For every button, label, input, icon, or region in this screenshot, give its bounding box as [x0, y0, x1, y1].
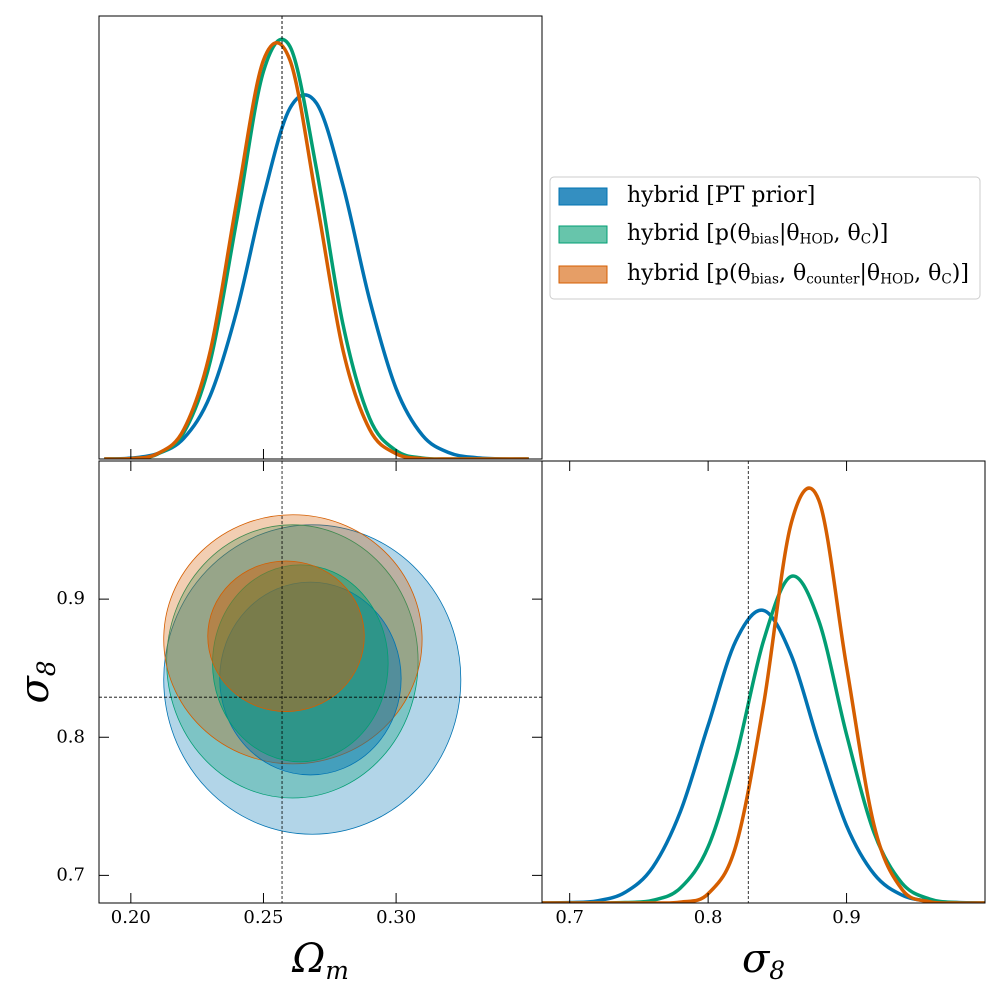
- x-tick-label: 0.7: [555, 907, 584, 928]
- contour: [166, 524, 419, 799]
- x-tick-label: 0.30: [376, 907, 416, 928]
- panel-frame: [541, 460, 986, 904]
- y-tick-label: 0.9: [56, 588, 85, 609]
- contour: [212, 564, 389, 763]
- legend-label: hybrid [p(θbias​, θcounter​|θHOD​, θC​)]: [627, 261, 969, 287]
- contour: [207, 560, 365, 712]
- legend-swatch: [558, 265, 608, 284]
- x-tick-label: 0.25: [243, 907, 283, 928]
- legend-label: hybrid [PT prior]: [627, 183, 815, 208]
- x-tick-label: 0.9: [832, 907, 861, 928]
- curves: [542, 486, 985, 903]
- density-curve: [104, 93, 529, 459]
- y-tick-label: 0.7: [56, 864, 85, 885]
- contours: [163, 514, 462, 835]
- density-curve: [542, 486, 985, 903]
- legend-box: [549, 176, 981, 300]
- contour: [163, 514, 423, 765]
- density-curve: [542, 574, 985, 903]
- x-axis-label: Ωm​: [291, 936, 349, 985]
- curves: [104, 37, 529, 459]
- legend-swatch: [558, 225, 608, 244]
- panel-frame: [98, 15, 543, 460]
- legend: hybrid [PT prior] hybrid [p(θbias​|θHOD​,…: [549, 176, 981, 300]
- legend-label: hybrid [p(θbias​|θHOD​, θC​)]: [627, 221, 888, 247]
- x-tick-label: 0.8: [694, 907, 723, 928]
- y-tick-label: 0.8: [56, 726, 85, 747]
- density-curve: [542, 608, 985, 903]
- x-axis-label: σ8​: [742, 936, 785, 985]
- y-axis-label: σ8​: [12, 660, 61, 703]
- legend-swatch: [558, 187, 608, 206]
- x-tick-label: 0.20: [111, 907, 151, 928]
- contour: [163, 524, 462, 835]
- contour: [219, 581, 402, 776]
